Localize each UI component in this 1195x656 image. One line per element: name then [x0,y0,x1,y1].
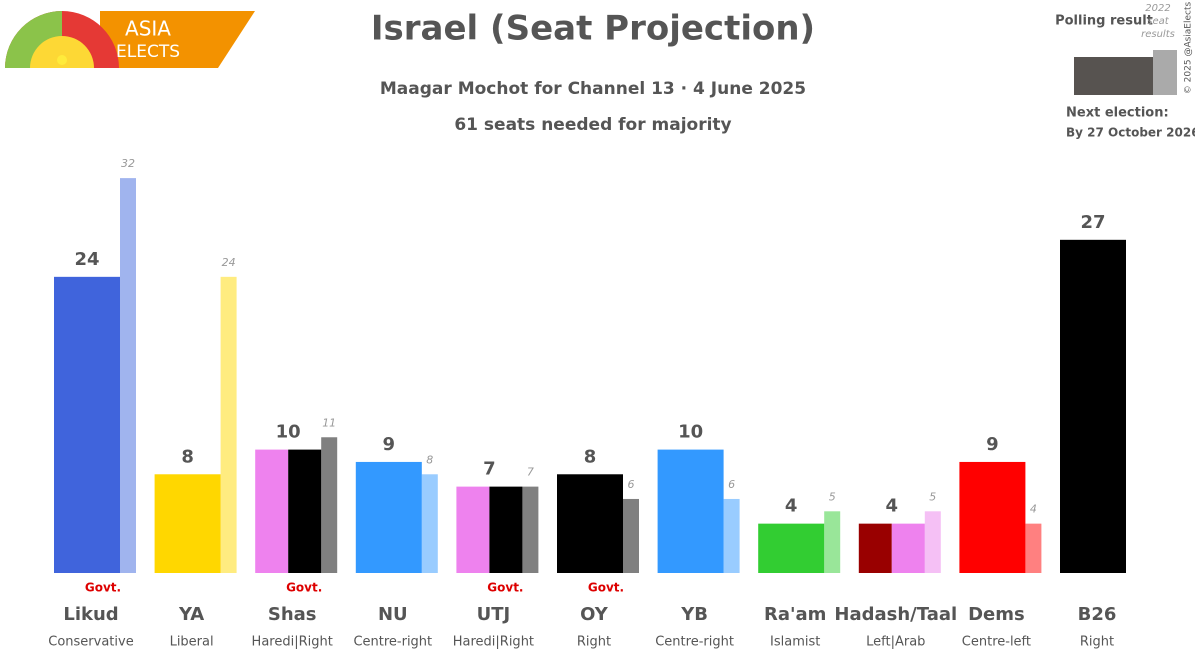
x-tick-label: NU [378,604,408,625]
value-label: 7 [483,459,496,480]
x-tick-label: OY [580,604,609,625]
value-label-previous: 32 [121,157,135,170]
bar-previous [1025,523,1042,573]
value-label: 8 [181,446,194,467]
value-label-previous: 5 [829,490,836,503]
next-election-date: By 27 October 2026 [1066,126,1195,140]
value-label-previous: 8 [426,453,433,466]
annotation: Govt. [487,581,523,595]
bar [288,449,322,573]
logo-text: ASIA [125,17,171,41]
value-label-previous: 24 [222,256,236,269]
bar [355,461,422,573]
bar [758,523,825,573]
bar [54,276,120,573]
ideology-label: Liberal [170,635,214,650]
value-label: 9 [986,434,999,455]
value-label: 9 [383,434,396,455]
bar [959,461,1026,573]
value-label: 27 [1080,212,1105,233]
ideology-label: Haredi|Right [453,635,534,650]
legend: Polling result 2022 seat results [1055,3,1177,95]
bar [255,449,289,573]
bar-previous [220,276,237,573]
ideology-label: Centre-right [655,635,734,650]
value-label: 24 [74,249,99,270]
bar [557,474,623,573]
x-tick-label: UTJ [477,604,511,625]
annotation: Govt. [286,581,322,595]
bar [891,523,925,573]
bar-previous [321,437,338,573]
ideology-label: Centre-left [962,635,1031,650]
x-tick-label: Likud [63,604,118,625]
annotation: Govt. [588,581,624,595]
legend-swatch [1074,57,1153,95]
value-label-previous: 5 [929,490,936,503]
value-label-previous: 4 [1030,503,1037,516]
bar [1060,239,1126,573]
x-tick-label: Shas [268,604,317,625]
bar [456,486,490,573]
bar-previous [824,511,841,573]
copyright: © 2025 @AsiaElects [1184,2,1194,95]
ideology-label: Left|Arab [866,635,925,650]
value-label-previous: 7 [527,466,534,479]
bar-previous [421,474,438,573]
bar-previous [120,178,136,573]
bar-previous [623,498,639,573]
x-tick-label: Hadash/Taal [834,604,957,625]
x-tick-label: Dems [968,604,1025,625]
ideology-label: Right [577,635,611,650]
logo-sun [57,55,67,65]
value-label: 10 [276,422,301,443]
logo-fan [30,36,94,68]
value-label-previous: 6 [628,478,635,491]
x-tick-label: YA [178,604,204,625]
value-label-previous: 6 [728,478,735,491]
x-tick-label: B26 [1078,604,1117,625]
logo-text: ELECTS [116,42,180,62]
next-election-label: Next election: [1066,106,1169,121]
value-label: 4 [785,496,798,517]
legend-label: 2022 [1145,3,1170,14]
annotation: Govt. [85,581,121,595]
legend-label: results [1141,29,1175,40]
bar-previous [924,511,941,573]
ideology-label: Centre-right [353,635,432,650]
bar [858,523,892,573]
chart-note: 61 seats needed for majority [454,115,731,135]
value-label: 4 [886,496,899,517]
value-label-previous: 11 [322,416,336,429]
bar [489,486,523,573]
legend-label: Polling result [1055,14,1153,29]
ideology-label: Islamist [770,635,820,650]
bar-previous [522,486,539,573]
logo-banner [100,11,255,68]
chart-title: Israel (Seat Projection) [371,9,815,49]
chart-subtitle: Maagar Mochot for Channel 13 · 4 June 20… [380,79,806,99]
bar [154,474,221,573]
x-tick-label: YB [680,604,708,625]
bar-previous [723,498,740,573]
x-tick-label: Ra'am [764,604,826,625]
legend-swatch [1153,50,1177,95]
ideology-label: Right [1080,635,1114,650]
value-label: 10 [678,422,703,443]
ideology-label: Conservative [48,635,133,650]
legend-label: seat [1147,16,1169,27]
ideology-label: Haredi|Right [252,635,333,650]
logo: ASIA ELECTS [5,11,255,69]
value-label: 8 [584,446,597,467]
bar [657,449,724,573]
